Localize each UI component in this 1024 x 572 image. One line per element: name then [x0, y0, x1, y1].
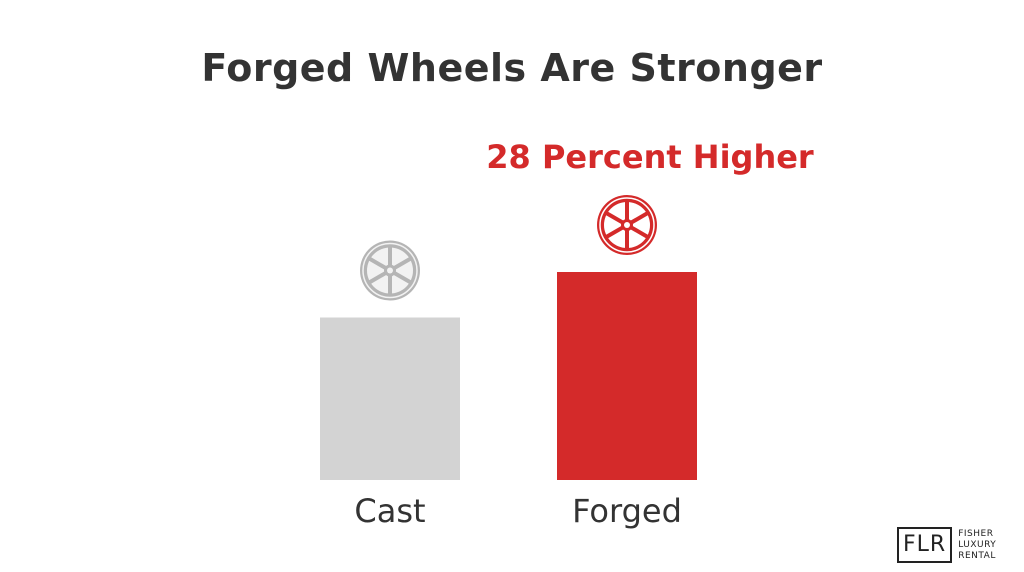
chart-title: Forged Wheels Are Stronger	[201, 46, 823, 90]
logo-mark: FLR	[897, 527, 953, 563]
x-tick-label: Cast	[354, 492, 425, 530]
difference-annotation: 28 Percent Higher	[486, 138, 814, 176]
wheel-icon	[360, 240, 420, 301]
logo-line-3: RENTAL	[958, 550, 996, 561]
wheel-icon	[597, 195, 657, 255]
logo-line-1: FISHER	[958, 528, 994, 539]
logo-line-2: LUXURY	[958, 539, 997, 550]
brand-logo: FLR FISHER LUXURY RENTAL	[897, 527, 996, 563]
bar-cast	[320, 317, 460, 480]
x-tick-label: Forged	[572, 492, 682, 530]
logo-wordmark: FISHER LUXURY RENTAL	[958, 529, 996, 562]
bar-forged	[557, 272, 697, 480]
